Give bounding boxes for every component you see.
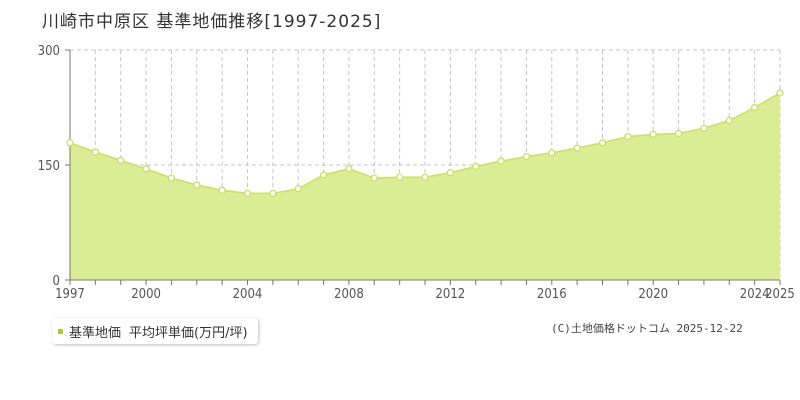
- data-point: [269, 189, 277, 198]
- x-tick-label: 2025: [765, 287, 795, 302]
- tick-labels: 0 150 300 1997 2000 2004 2008 2012 2016 2020 20242…: [38, 44, 795, 302]
- data-point: [497, 157, 505, 165]
- x-tick-label: 1997: [55, 287, 85, 302]
- x-tick-label: 2008: [334, 287, 364, 302]
- data-point: [167, 174, 176, 182]
- data-point: [624, 132, 632, 141]
- data-point: [345, 165, 353, 173]
- data-point: [117, 156, 125, 165]
- data-point: [472, 162, 480, 171]
- data-point: [395, 173, 404, 181]
- data-point: [649, 130, 657, 138]
- chart-title: 川崎市中原区 基準地価推移[1997-2025]: [42, 12, 382, 32]
- data-point: [674, 129, 683, 138]
- data-point: [776, 89, 784, 97]
- data-point: [142, 165, 150, 173]
- data-points: [66, 89, 784, 198]
- y-tick-label: 0: [53, 274, 60, 289]
- legend: 基準地価 平均坪単価(万円/坪): [52, 318, 258, 344]
- x-tick-label: 2000: [131, 287, 161, 302]
- y-tick-label: 300: [38, 44, 60, 59]
- data-point: [700, 124, 708, 132]
- data-point: [243, 189, 252, 198]
- x-tick-label: 2012: [435, 287, 465, 302]
- data-point: [421, 173, 429, 181]
- data-point: [193, 181, 201, 189]
- x-tick-label: 2004: [233, 287, 263, 302]
- copyright-text: (C)土地価格ドットコム 2025-12-22: [551, 322, 743, 335]
- data-point: [446, 169, 455, 177]
- data-point: [750, 103, 759, 112]
- legend-unit-label: 平均坪単価(万円/坪): [129, 325, 248, 341]
- x-tick-label: 2020: [638, 287, 668, 302]
- data-point: [522, 152, 531, 161]
- y-tick-label: 150: [38, 159, 60, 174]
- data-point: [573, 144, 581, 152]
- axes: [65, 49, 781, 285]
- data-point: [66, 139, 74, 147]
- data-point: [598, 139, 607, 147]
- legend-marker-icon: [58, 328, 63, 334]
- data-point: [319, 171, 328, 179]
- data-point: [548, 149, 556, 157]
- legend-series-label: 基準地価: [69, 325, 122, 341]
- data-point: [370, 174, 378, 182]
- data-point: [91, 148, 100, 156]
- series-area-fill: [70, 92, 780, 281]
- data-point: [725, 116, 733, 125]
- data-point: [294, 185, 302, 193]
- x-tick-label: 2024: [740, 287, 770, 302]
- data-point: [218, 186, 226, 194]
- x-tick-label: 2016: [537, 287, 567, 302]
